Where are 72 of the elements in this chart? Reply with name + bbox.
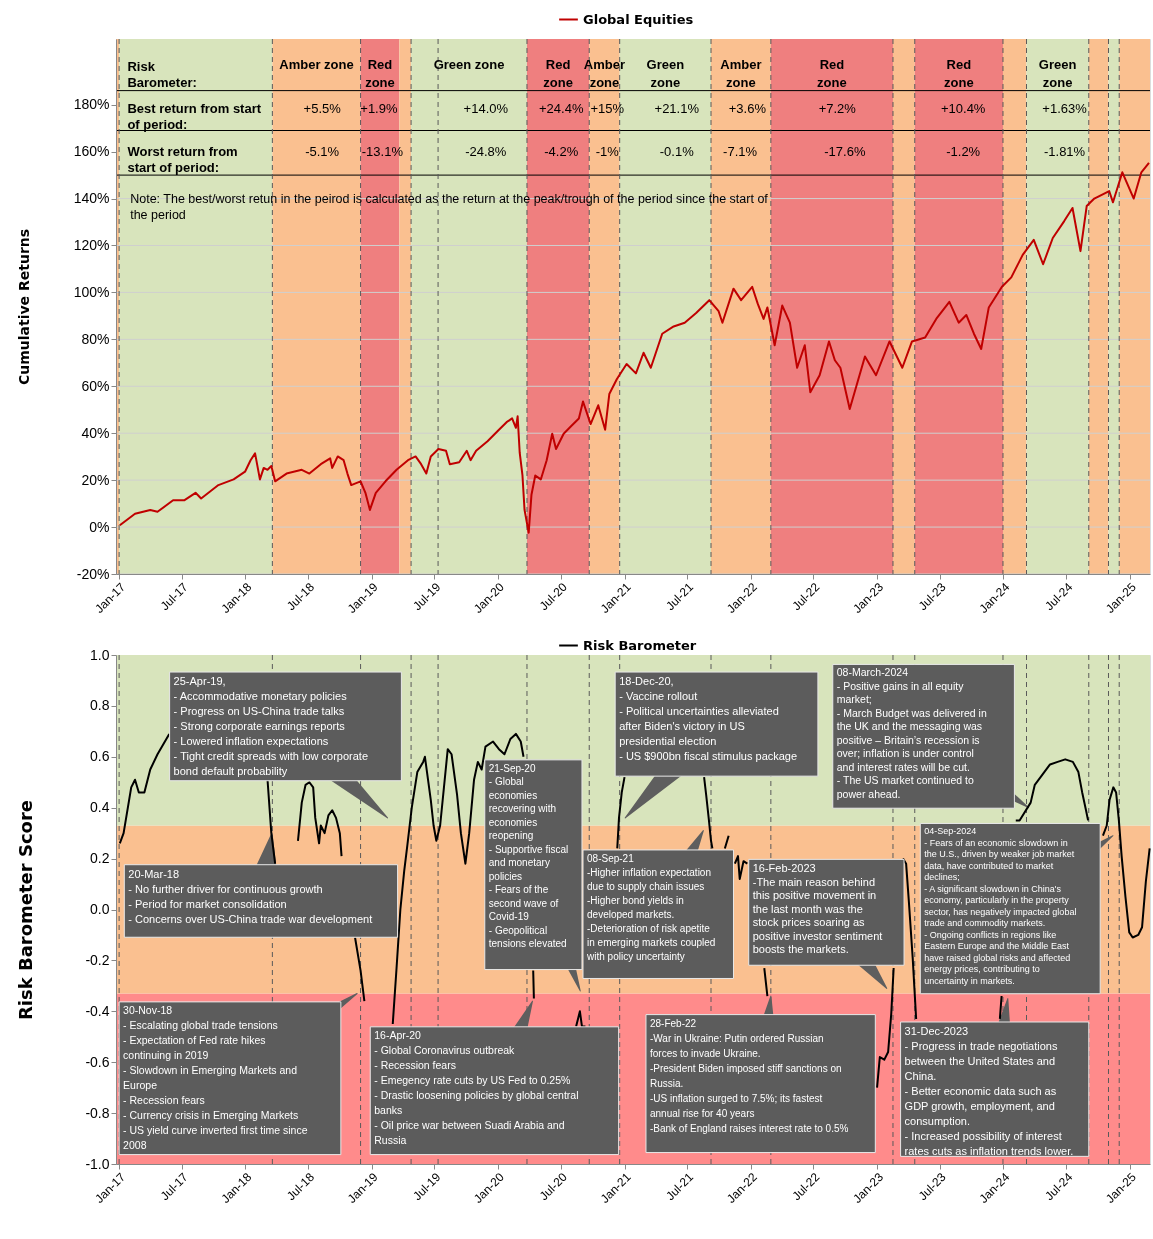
y-tick-label: 180%	[73, 96, 110, 113]
line-series	[118, 161, 1150, 534]
y-tick-label: -20%	[76, 565, 110, 582]
annotation: -4.2%	[544, 143, 579, 159]
y-tick-label: 80%	[81, 330, 110, 347]
y-tick-label: 100%	[73, 283, 110, 300]
y-tick-label: -0.2	[85, 951, 110, 968]
annotation: -0.1%	[659, 143, 695, 159]
text: 04-Sep-2024 - Fears of an economic slowdown in the U.S., driven by weaker job market data, have contributed to market declines; - A significant slowdown in China's economy, particularly in the property sector, has negatively impacted global trade and commodity markets. - Ongoing conflicts in regions like Eastern Europe and the Middle East have raised global risks and affected energy prices, contributing to uncertainty in markets.	[924, 826, 1077, 986]
y-tick-label: 0%	[89, 518, 110, 535]
annotation: 25-Apr-19, - Accommodative monetary policies - Progress on US-China trade talks - Strong corporate earnings reports - Lowered inflation expectations - Tight credit spreads with low corporate bond default probability	[173, 675, 369, 778]
y-tick-label: 0.0	[90, 901, 110, 917]
annotation: Best return from start of period:	[127, 101, 262, 133]
annotation: -13.1%	[361, 143, 404, 159]
annotation: Risk Barometer:	[127, 59, 197, 91]
annotation: +24.4%	[538, 101, 584, 117]
annotation: +7.2%	[818, 101, 857, 117]
annotation: 28-Feb-22 -War in Ukraine: Putin ordered Russian forces to invade Ukraine. -President Biden imposed stiff sanctions on Russia. -US inflation surged to 7.5%; its fastest annual rise for 40 years -Bank of England raises interest rate to 0.5%	[649, 1017, 849, 1134]
annotation: -1.81%	[1043, 143, 1086, 159]
y-tick-label: 0.4	[90, 799, 110, 816]
y-tick-label: -0.8	[85, 1104, 110, 1121]
y-axis-title: Risk Barometer Score	[14, 799, 36, 1021]
annotation: +5.5%	[303, 101, 342, 117]
legend-label: Risk Barometer	[583, 637, 697, 653]
y-tick-label: -0.4	[85, 1002, 110, 1019]
annotation: -1.2%	[946, 143, 981, 159]
y-tick-label: -0.6	[85, 1053, 110, 1070]
band-label: Green zone	[646, 56, 685, 90]
annotation: 08-Sep-21 -Higher inflation expectation due to supply chain issues -Higher bond yields in developed markets. -Deterioration of risk apetite in emerging markets coupled with policy uncertainty	[586, 852, 716, 962]
text: 30-Nov-18 - Escalating global trade tensions - Expectation of Fed rate hikes continuing in 2019 - Slowdown in Emerging Markets and Europe - Recession fears - Currency crisis in Emerging Markets - US yield curve inverted first time since 2008	[123, 1003, 308, 1151]
band-label: Amber zone	[279, 56, 354, 72]
y-tick-label: 140%	[73, 190, 110, 207]
text: 21-Sep-20 - Global economies recovering with economies reopening - Supportive fiscal and monetary policies - Fears of the second wave of Covid-19 - Geopolitical tensions elevated	[488, 762, 569, 950]
y-tick-label: 1.0	[90, 646, 110, 663]
band-label: Green zone	[1038, 56, 1077, 90]
y-tick-label: 160%	[73, 143, 110, 160]
annotation: 20-Mar-18 - No further driver for continuous growth - Period for market consolidation - Concerns over US-China trade war development	[128, 867, 373, 925]
annotation: +10.4%	[940, 101, 986, 117]
annotation: +1.9%	[360, 101, 398, 117]
annotation: Worst return from start of period:	[127, 143, 238, 175]
y-tick-label: 0.6	[90, 748, 110, 765]
annotation: -1%	[595, 143, 620, 159]
annotation: 16-Apr-20 - Global Coronavirus outbreak - Recession fears - Emegency rate cuts by US Fed to 0.25% - Drastic loosening policies by global central banks - Oil price war between Suadi Arabia and Russia	[374, 1028, 579, 1146]
band-label: Amber zone	[720, 56, 762, 90]
annotation: +1.63%	[1042, 101, 1088, 117]
legend-label: Global Equities	[583, 11, 694, 27]
y-tick-label: 0.2	[90, 850, 110, 867]
annotation: 18-Dec-20, - Vaccine rollout - Political uncertainties alleviated after Biden's victory in US presidential election - US $900bn fiscal stimulus package	[619, 675, 798, 763]
annotation: 16-Feb-2023 -The main reason behind this positive movement in the last month was the stock prices soaring as positive investor sentiment boosts the markets.	[752, 862, 883, 956]
band-label: Red zone	[543, 56, 573, 90]
band-label: Red zone	[944, 56, 974, 90]
annotation: +15%	[590, 101, 625, 117]
annotation: +21.1%	[654, 101, 700, 117]
y-tick-label: 120%	[73, 236, 110, 253]
y-tick-label: 60%	[81, 377, 110, 394]
band-label: Red zone	[817, 56, 847, 90]
annotation: +3.6%	[728, 101, 767, 117]
band-label: Red zone	[365, 56, 395, 90]
annotation: -7.1%	[723, 143, 758, 159]
annotation: -24.8%	[465, 143, 507, 159]
band-label: Green zone	[433, 56, 505, 72]
y-tick-label: 0.8	[90, 697, 110, 714]
annotation: +14.0%	[463, 101, 509, 117]
text: 08-March-2024 - Positive gains in all equity market; - March Budget was delivered in the UK and the messaging was positive – Britain’s recession is over; inflation is under control and interest rates will be cut. - The US market continued to power ahead.	[836, 666, 987, 800]
y-tick-label: 20%	[81, 471, 110, 488]
annotation: -17.6%	[824, 143, 866, 159]
annotation: Note: The best/worst retun in the peirod is calculated as the return at the peak/trough of the period since the start of the period	[130, 191, 769, 222]
y-tick-label: -1.0	[85, 1155, 110, 1172]
band-label: Amber zone	[583, 56, 626, 90]
annotation: -5.1%	[305, 143, 340, 159]
y-axis-title: Cumulative Returns	[15, 228, 32, 386]
y-tick-label: 40%	[81, 424, 110, 441]
